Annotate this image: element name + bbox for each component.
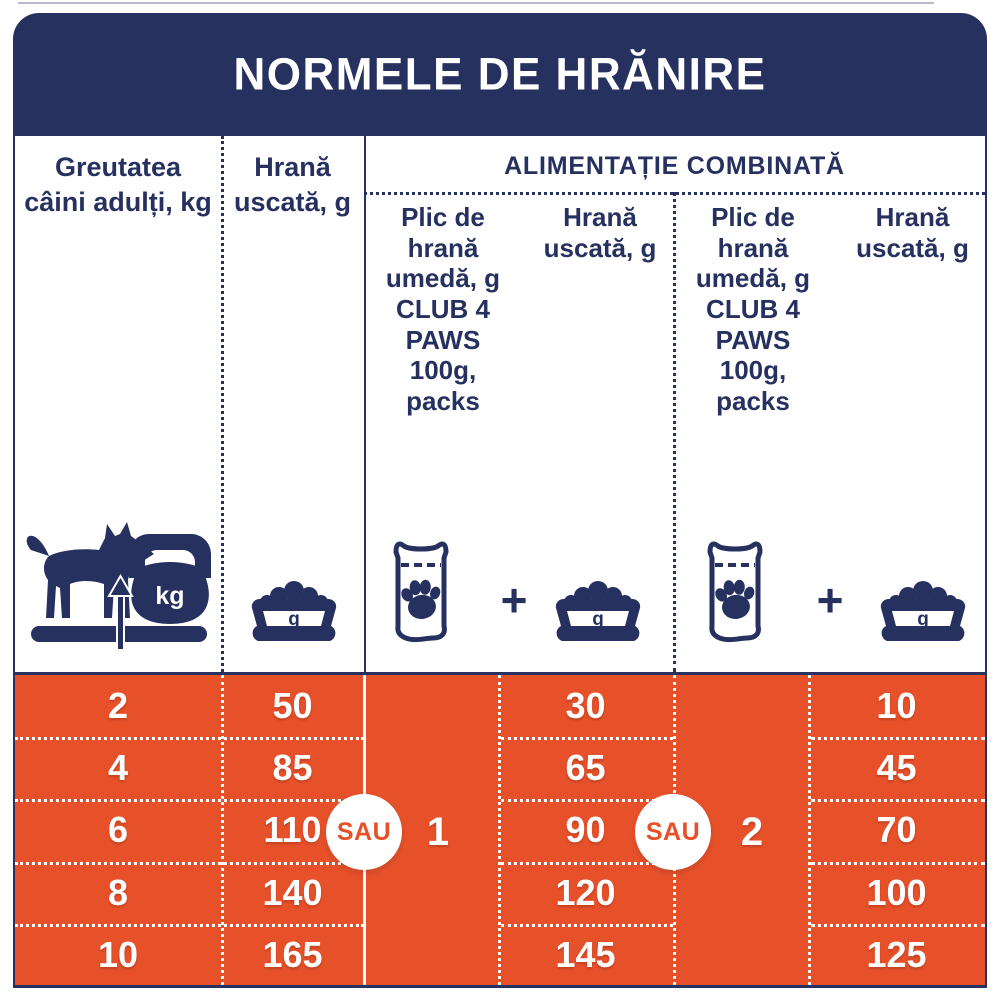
weight-value: 2: [107, 685, 129, 726]
or-badge-label: SAU: [336, 817, 392, 846]
g-label: g: [917, 609, 929, 630]
dry-only-value: 165: [262, 934, 323, 975]
row-separator: [15, 737, 364, 740]
wet-pouch-subheader-1: Plic de hrană umedă, g CLUB 4 PAWS 100g,…: [385, 202, 501, 417]
plus-icon: +: [500, 574, 528, 626]
dry-subheader-2: Hrană uscată, g: [856, 202, 969, 263]
or-badge-label: SAU: [645, 817, 701, 846]
row-separator: [811, 737, 985, 740]
row-separator: [501, 924, 673, 927]
table-row: 4 85 65 45: [15, 737, 985, 799]
pouch-count-1: 1: [426, 810, 450, 854]
bowl-band: [892, 611, 954, 626]
combined1-dry-value: 145: [555, 934, 616, 975]
row-separator: [501, 737, 673, 740]
combined-section-header: ALIMENTAȚIE COMBINATĂ: [504, 152, 845, 180]
row-separator: [15, 862, 364, 865]
page-title: NORMELE DE HRĂNIRE: [233, 48, 767, 100]
kettlebell-icon: kg: [129, 534, 211, 624]
table-row: 8 140 120 100: [15, 862, 985, 924]
bowl-band: [567, 611, 629, 626]
combined2-dry-value: 100: [866, 872, 927, 913]
dry-only-value: 85: [272, 747, 313, 788]
dry-food-bowl-icon: g: [251, 581, 337, 641]
divider-dry-combined: [364, 136, 366, 672]
plus-icon: +: [816, 574, 844, 626]
or-badge-1: SAU: [326, 794, 402, 870]
feeding-table: Greutatea câini adulți, kg Hrană uscată,…: [13, 136, 987, 988]
row-separator: [15, 799, 364, 802]
combined1-dry-value: 30: [565, 685, 606, 726]
wet-pouch-subheader-2: Plic de hrană umedă, g CLUB 4 PAWS 100g,…: [695, 202, 811, 417]
table-row: 6 110 90 70: [15, 799, 985, 861]
dry-only-value: 140: [262, 872, 323, 913]
combined2-dry-value: 125: [866, 934, 927, 975]
row-separator: [501, 862, 673, 865]
data-divider-pouch2-dry2: [808, 675, 811, 985]
combined2-dry-value: 10: [876, 685, 917, 726]
dry-food-bowl-icon: g: [555, 581, 641, 641]
table-row: 2 50 30 10: [15, 675, 985, 737]
divider-combined-subheaders: [364, 192, 985, 195]
kg-label: kg: [155, 582, 184, 610]
row-separator: [811, 924, 985, 927]
wet-food-pouch-icon: [707, 541, 763, 643]
dry-subheader-1: Hrană uscată, g: [543, 202, 657, 263]
dog-weight-icon: kg: [26, 522, 211, 651]
dry-column-header: Hrană uscată, g: [233, 152, 352, 217]
divider-option1-option2: [673, 192, 676, 672]
row-separator: [15, 924, 364, 927]
dry-food-bowl-icon: g: [880, 581, 966, 641]
divider-weight-dry: [221, 136, 224, 672]
g-label: g: [592, 609, 604, 630]
paw-print: [715, 579, 755, 619]
weight-value: 10: [97, 934, 139, 975]
weight-value: 6: [107, 809, 129, 850]
combined2-dry-value: 45: [876, 747, 917, 788]
dry-only-value: 50: [272, 685, 313, 726]
g-label: g: [288, 609, 300, 630]
row-separator: [811, 799, 985, 802]
table-row: 10 165 145 125: [15, 924, 985, 986]
bowl-band: [263, 611, 325, 626]
combined2-dry-value: 70: [876, 809, 917, 850]
wet-food-pouch-icon: [393, 541, 449, 643]
weight-column-header: Greutatea câini adulți, kg: [24, 152, 212, 217]
header-band: NORMELE DE HRĂNIRE: [13, 13, 987, 136]
weight-value: 8: [107, 872, 129, 913]
weight-value: 4: [107, 747, 129, 788]
combined1-dry-value: 90: [565, 809, 606, 850]
or-badge-2: SAU: [635, 794, 711, 870]
data-grid: 2 50 30 10 4 85 65 45 6 110 90 70: [15, 672, 985, 985]
row-separator: [501, 799, 673, 802]
combined1-dry-value: 65: [565, 747, 606, 788]
data-divider-pouch1-dry1: [498, 675, 501, 985]
table-inner: Greutatea câini adulți, kg Hrană uscată,…: [15, 136, 985, 985]
row-separator: [811, 862, 985, 865]
top-hairline: [18, 2, 934, 4]
pouch-count-2: 2: [740, 810, 764, 854]
combined1-dry-value: 120: [555, 872, 616, 913]
data-divider-weight-dry: [221, 675, 224, 985]
dry-only-value: 110: [263, 809, 322, 850]
scale-arrow-icon: [107, 573, 134, 651]
paw-print: [401, 579, 441, 619]
